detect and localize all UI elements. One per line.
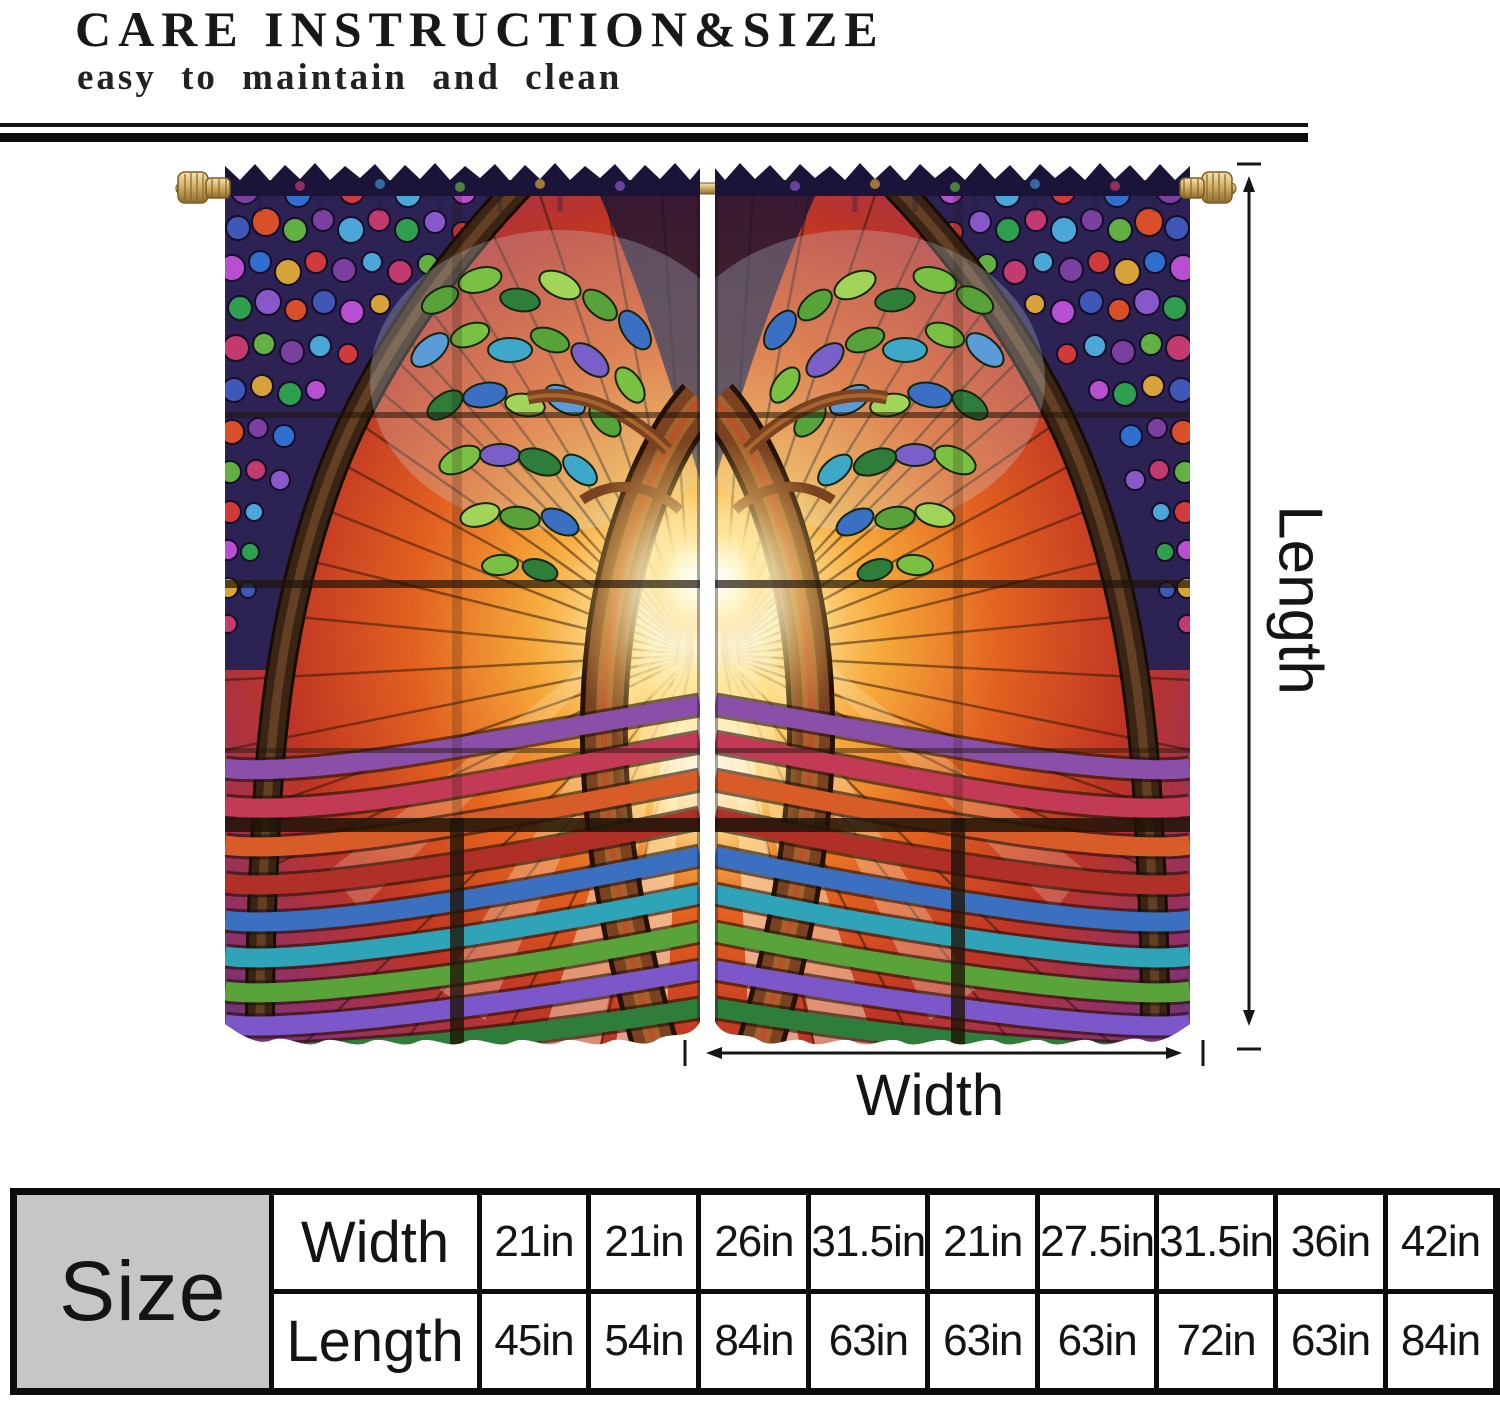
width-value-cell: 42in — [1382, 1189, 1500, 1294]
length-value-cell: 63in — [806, 1289, 931, 1394]
width-row-header: Width — [268, 1189, 482, 1294]
length-dimension-label: Length — [1265, 505, 1335, 695]
length-value-cell: 84in — [696, 1289, 812, 1394]
length-row-header: Length — [268, 1289, 482, 1394]
page-title: CARE INSTRUCTION&SIZE — [75, 1, 885, 57]
length-value-cell: 72in — [1154, 1289, 1279, 1394]
width-value-cell: 31.5in — [806, 1189, 931, 1294]
width-dimension-label: Width — [855, 1063, 1005, 1128]
length-value-cell: 63in — [1035, 1289, 1160, 1394]
length-value-cell: 45in — [476, 1289, 592, 1394]
length-value-cell: 84in — [1382, 1289, 1500, 1394]
width-value-cell: 21in — [586, 1189, 702, 1294]
width-value-cell: 27.5in — [1035, 1189, 1160, 1294]
width-value-cell: 36in — [1273, 1189, 1388, 1294]
curtain-panel-left — [225, 163, 700, 1045]
finial-left-icon — [177, 171, 231, 204]
length-value-cell: 54in — [586, 1289, 702, 1394]
product-image — [175, 150, 1261, 1150]
divider-thin — [0, 123, 1308, 127]
page-subtitle: easy to maintain and clean — [77, 57, 623, 98]
size-table: Size Width 21in 21in 26in 31.5in 21in 27… — [10, 1188, 1500, 1395]
width-value-cell: 21in — [925, 1189, 1041, 1294]
width-value-cell: 26in — [696, 1189, 812, 1294]
length-value-cell: 63in — [925, 1289, 1041, 1394]
width-value-cell: 21in — [476, 1189, 592, 1294]
width-arrow — [683, 1040, 1205, 1066]
size-corner-cell: Size — [11, 1189, 274, 1394]
length-value-cell: 63in — [1273, 1289, 1388, 1394]
divider-thick — [0, 133, 1308, 142]
length-arrow — [1237, 162, 1261, 1051]
width-value-cell: 31.5in — [1154, 1189, 1279, 1294]
